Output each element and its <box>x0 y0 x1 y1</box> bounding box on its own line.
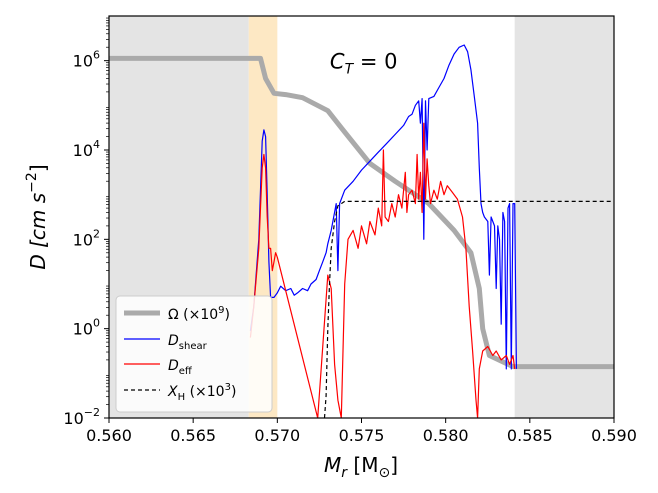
legend-label-dshear: Dshear <box>168 333 208 352</box>
x-tick-label: 0.565 <box>170 426 216 445</box>
plot-area <box>109 44 614 418</box>
x-axis-label: Mr [M⊙] <box>324 453 398 481</box>
x-axis-ticks: 0.560 0.565 0.570 0.575 0.580 0.585 0.590 <box>86 418 637 445</box>
x-tick-label: 0.580 <box>423 426 469 445</box>
series-line-x-h <box>323 200 614 418</box>
y-tick-label: 10−2 <box>63 406 100 428</box>
ct-annotation: CT = 0 <box>330 50 398 78</box>
y-tick-label: 100 <box>73 317 100 339</box>
x-tick-label: 0.575 <box>339 426 385 445</box>
legend-label-omega: Ω (×109) <box>168 305 230 323</box>
x-tick-label: 0.590 <box>591 426 637 445</box>
legend-box <box>115 295 273 413</box>
convective-envelope-region <box>514 16 614 418</box>
x-tick-label: 0.560 <box>86 426 132 445</box>
y-tick-label: 106 <box>73 49 100 71</box>
legend-label-deff: Deff <box>168 358 193 377</box>
x-tick-label: 0.585 <box>507 426 553 445</box>
series-line-d-eff <box>249 122 516 418</box>
x-tick-label: 0.570 <box>254 426 300 445</box>
y-tick-label: 102 <box>73 227 100 249</box>
legend: Ω (×109) Dshear Deff XH (×103) <box>115 295 273 413</box>
y-axis-label: D [cm s−2] <box>24 164 50 269</box>
y-tick-label: 104 <box>73 138 100 160</box>
legend-label-xh: XH (×103) <box>167 382 236 403</box>
series-line-d-shear <box>249 44 517 370</box>
y-axis-ticks: 10−2 100 102 104 106 <box>63 17 109 428</box>
